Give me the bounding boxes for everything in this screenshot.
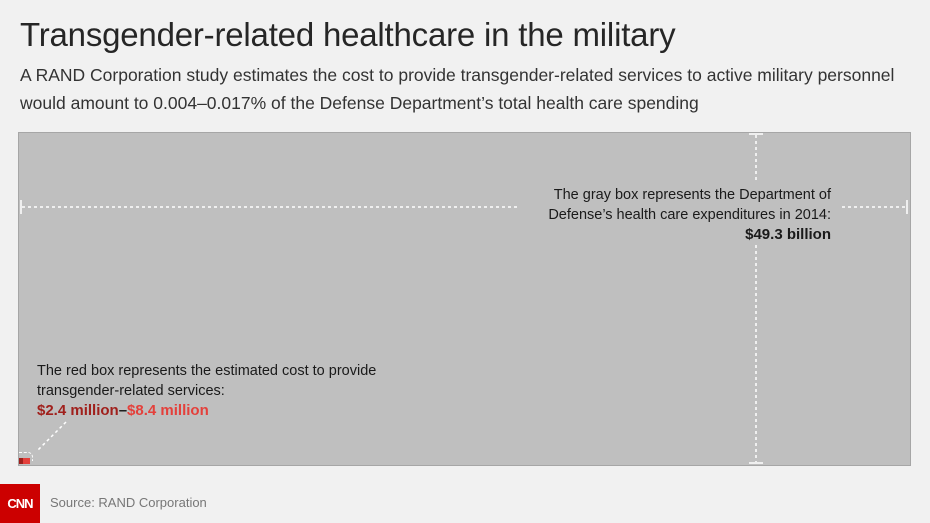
red-box-bracket — [19, 452, 33, 461]
gray-box-defense-spending — [18, 132, 911, 466]
red-box-low-estimate — [19, 458, 23, 464]
chart-title: Transgender-related healthcare in the mi… — [20, 16, 676, 53]
cnn-logo: CNN — [0, 484, 40, 523]
gray-note-text: The gray box represents the Department o… — [548, 187, 831, 223]
red-note-amount-high: $8.4 million — [127, 402, 209, 419]
chart-subtitle: A RAND Corporation study estimates the c… — [20, 65, 895, 113]
red-box-high-estimate — [19, 458, 30, 464]
red-note-amount-sep: – — [118, 402, 128, 419]
red-note-amount: $2.4 million–$8.4 million — [37, 402, 209, 419]
source-note: Source: RAND Corporation — [50, 495, 207, 510]
red-pointer-line — [36, 421, 67, 452]
gray-note-amount: $49.3 billion — [745, 226, 831, 243]
red-note-amount-low: $2.4 million — [37, 402, 119, 419]
red-box-annotation: The red box represents the estimated cos… — [37, 361, 377, 421]
gray-box-annotation: The gray box represents the Department o… — [491, 185, 831, 245]
red-note-text: The red box represents the estimated cos… — [37, 363, 377, 399]
